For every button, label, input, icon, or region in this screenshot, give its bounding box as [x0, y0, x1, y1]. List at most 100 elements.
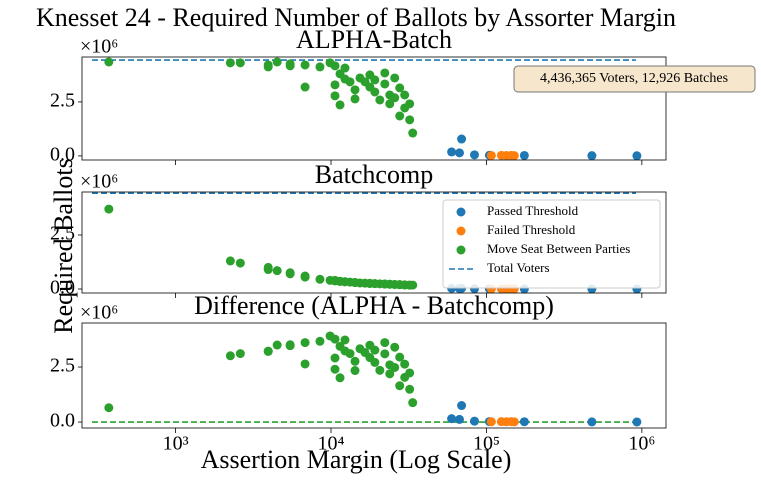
data-point: [225, 256, 235, 266]
data-point: [385, 369, 395, 379]
data-point: [632, 417, 642, 427]
data-point: [375, 95, 385, 105]
data-point: [509, 417, 519, 427]
data-point: [285, 269, 295, 279]
data-point: [340, 63, 350, 73]
y-tick-label: 2.5: [50, 90, 75, 112]
data-point: [335, 373, 345, 383]
legend-label: Failed Threshold: [487, 222, 576, 237]
data-point: [519, 417, 529, 427]
data-point: [447, 147, 457, 157]
data-point: [390, 73, 400, 83]
data-point: [447, 414, 457, 424]
legend-label: Total Voters: [487, 260, 550, 275]
data-point: [300, 359, 310, 369]
figure-title: Knesset 24 - Required Number of Ballots …: [36, 3, 676, 32]
data-point: [350, 94, 360, 104]
data-point: [350, 85, 360, 95]
data-point: [300, 338, 310, 348]
data-point: [225, 351, 235, 361]
y-tick-label: 2.5: [50, 223, 75, 245]
data-point: [380, 68, 390, 78]
data-point: [390, 93, 400, 103]
data-point: [408, 280, 418, 290]
data-point: [400, 359, 410, 369]
plots: ALPHA-Batch ×10⁶ 0.0 2.5 4,436,365 Voters, 1…: [50, 25, 756, 455]
data-point: [469, 150, 479, 160]
data-point: [330, 364, 340, 374]
data-point: [335, 100, 345, 110]
data-point: [235, 349, 245, 359]
data-point: [454, 148, 464, 158]
data-point: [345, 77, 355, 87]
data-point: [375, 365, 385, 375]
y-offset-text: ×10⁶: [80, 36, 118, 58]
data-point: [272, 57, 282, 67]
data-point: [405, 115, 415, 125]
x-tick-label: 10⁵: [473, 433, 500, 455]
x-axis-label: Assertion Margin (Log Scale): [201, 445, 512, 474]
data-point: [330, 80, 340, 90]
data-point: [390, 362, 400, 372]
annotation-box: [513, 65, 756, 93]
data-point: [486, 150, 496, 160]
data-point: [330, 91, 340, 101]
data-point: [408, 128, 418, 138]
subplot-title: ALPHA-Batch: [296, 25, 452, 54]
data-point: [519, 150, 529, 160]
data-point: [340, 335, 350, 345]
data-point: [350, 366, 360, 376]
data-point: [104, 57, 114, 67]
subplot: ALPHA-Batch ×10⁶ 0.0 2.5 4,436,365 Voters, 1…: [50, 25, 756, 165]
x-tick-label: 10⁴: [318, 433, 345, 455]
data-point: [587, 151, 597, 161]
data-point: [405, 384, 415, 394]
legend-marker: [456, 226, 466, 236]
data-point: [315, 274, 325, 284]
data-point: [272, 266, 282, 276]
data-point: [272, 340, 282, 350]
legend-marker: [456, 245, 466, 255]
data-point: [330, 353, 340, 363]
data-point: [395, 352, 405, 362]
data-point: [300, 82, 310, 92]
y-tick-label: 0.0: [50, 410, 75, 432]
data-point: [380, 338, 390, 348]
subplot: Batchcomp ×10⁶ 0.0 2.5 Passed Threshold Faile…: [50, 160, 667, 299]
data-point: [400, 90, 410, 100]
data-point: [370, 87, 380, 97]
axes-frame: [81, 56, 667, 161]
data-point: [330, 61, 340, 71]
data-point: [285, 341, 295, 351]
data-point: [104, 204, 114, 214]
subplot: Difference (ALPHA - Batchcomp) ×10⁶ 0.0 2.5…: [50, 291, 667, 455]
data-point: [457, 401, 467, 411]
y-offset-text: ×10⁶: [80, 302, 118, 324]
data-point: [509, 151, 519, 161]
data-point: [370, 345, 380, 355]
y-offset-text: ×10⁶: [80, 171, 118, 193]
data-point: [315, 62, 325, 72]
data-point: [285, 61, 295, 71]
data-point: [300, 272, 310, 282]
data-point: [370, 75, 380, 85]
legend-label: Passed Threshold: [487, 203, 579, 218]
data-point: [225, 58, 235, 68]
data-point: [300, 60, 310, 70]
axes-frame: [81, 322, 667, 429]
data-point: [263, 62, 273, 72]
data-point: [405, 368, 415, 378]
data-point: [454, 414, 464, 424]
legend-marker: [456, 207, 466, 217]
data-point: [345, 349, 355, 359]
data-point: [457, 134, 467, 144]
annotation: 4,436,365 Voters, 12,926 Batches: [540, 71, 728, 86]
data-point: [350, 356, 360, 366]
data-point: [486, 417, 496, 427]
data-point: [395, 111, 405, 121]
x-tick-label: 10⁶: [628, 433, 655, 455]
legend-box: [442, 199, 661, 289]
data-point: [469, 416, 479, 426]
